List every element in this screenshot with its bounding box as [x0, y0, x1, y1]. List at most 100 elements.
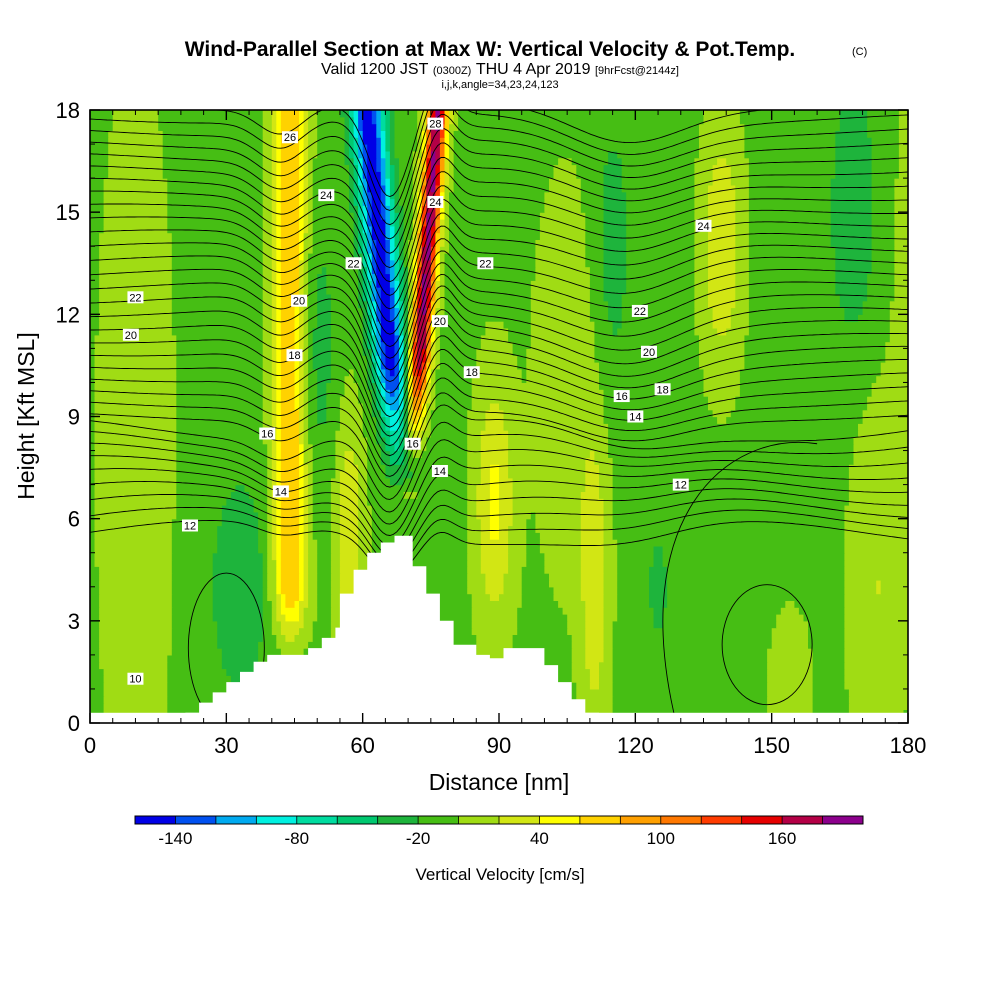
colorbar-tick-label: 160: [768, 829, 796, 848]
contour-label-text: 22: [129, 292, 141, 304]
theta-contour-line: [90, 273, 908, 394]
contour-label: 14: [627, 410, 644, 424]
contour-label-text: 18: [656, 384, 668, 396]
colorbar-swatch: [337, 816, 379, 824]
valid-utc: (0300Z): [433, 65, 472, 77]
contour-label-bg: [281, 131, 298, 144]
contour-label: 14: [272, 485, 289, 498]
contour-label-text: 22: [479, 258, 491, 270]
contour-label-text: 20: [643, 347, 655, 359]
colorbar-swatch: [782, 816, 824, 824]
colorbar-swatch: [660, 816, 702, 824]
contour-label: 22: [631, 304, 648, 318]
theta-contour-line: [90, 285, 908, 406]
contour-label-text: 14: [275, 486, 287, 498]
theta-contour-line: [90, 262, 908, 382]
contour-label: 20: [640, 345, 657, 359]
theta-contour-line: [90, 506, 908, 572]
colorbar-swatch: [215, 816, 257, 824]
valid-date: THU 4 Apr 2019: [476, 61, 591, 78]
y-axis-label: Height [Kft MSL]: [13, 332, 39, 499]
contour-label-text: 22: [634, 306, 646, 318]
contour-label: 24: [427, 195, 444, 209]
theta-contour-line: [90, 238, 908, 359]
theta-contour-line: [90, 421, 908, 513]
colorbar-tick-label: -80: [284, 829, 309, 848]
theta-contour-line: [90, 171, 908, 296]
contour-label-bg: [613, 390, 630, 403]
theta-contour-line: [90, 225, 908, 347]
copyright-mark: (C): [852, 46, 867, 58]
colorbar-swatch: [822, 816, 864, 824]
colorbar-swatch: [256, 816, 298, 824]
y-tick-label: 15: [56, 200, 80, 225]
colorbar-swatch: [175, 816, 217, 824]
contour-label-text: 16: [616, 391, 628, 403]
contour-label: 22: [127, 291, 144, 304]
theta-closed-contour: [721, 584, 813, 706]
contour-label-text: 20: [293, 296, 305, 308]
theta-contour-line: [90, 520, 908, 578]
y-tick-label: 0: [68, 711, 80, 736]
y-tick-label: 18: [56, 98, 80, 123]
x-tick-label: 90: [487, 733, 511, 758]
valid-prefix: Valid 1200 JST: [321, 61, 429, 78]
colorbar-title: Vertical Velocity [cm/s]: [415, 865, 584, 884]
theta-contour-line: [90, 363, 908, 467]
chart-title: Wind-Parallel Section at Max W: Vertical…: [185, 38, 796, 61]
contour-label: 20: [431, 315, 448, 328]
contour-label: 18: [654, 383, 671, 396]
theta-contour-line: [90, 199, 908, 323]
contour-label-bg: [427, 195, 444, 208]
x-tick-label: 120: [617, 733, 654, 758]
contour-label-bg: [272, 485, 289, 498]
y-tick-label: 3: [68, 609, 80, 634]
theta-contour-line: [90, 335, 908, 447]
contour-label-bg: [427, 117, 444, 130]
theta-contour-line: [90, 377, 908, 477]
theta-contour-line: [90, 481, 908, 556]
colorbar-swatch: [296, 816, 338, 824]
contour-label: 18: [463, 366, 480, 379]
contour-label-bg: [181, 519, 198, 532]
contour-label: 10: [127, 672, 144, 686]
theta-contour-line: [90, 110, 908, 226]
contour-label-text: 20: [434, 316, 446, 328]
contour-label-bg: [672, 478, 689, 491]
theta-contour-line: [90, 309, 908, 428]
contour-label-bg: [463, 366, 480, 379]
contour-label-bg: [695, 219, 712, 232]
x-tick-label: 30: [214, 733, 238, 758]
contour-label: 16: [613, 390, 630, 403]
contour-label: 12: [672, 478, 689, 492]
theta-contour-line: [90, 114, 908, 240]
contour-label-text: 18: [288, 350, 300, 362]
colorbar-swatch: [741, 816, 783, 824]
contour-label: 12: [181, 519, 198, 532]
contour-label: 24: [695, 219, 712, 233]
contour-label-text: 22: [347, 258, 359, 270]
chart-indices: i,j,k,angle=34,23,24,123: [441, 79, 558, 91]
contour-label-bg: [122, 328, 139, 341]
contour-label-text: 20: [125, 330, 137, 342]
theta-contour-line: [90, 455, 908, 536]
y-axis: 0 3 6 9 12 15 18: [56, 98, 908, 736]
contour-label-bg: [259, 427, 276, 440]
x-axis: 0 30 60 90 120 150 180: [84, 110, 926, 758]
theta-contour-line: [90, 156, 908, 283]
contour-label-text: 14: [434, 466, 446, 478]
colorbar-swatch: [579, 816, 621, 824]
forecast-info: [9hrFcst@2144z]: [595, 65, 679, 77]
x-tick-label: 0: [84, 733, 96, 758]
contour-label: 28: [427, 117, 444, 131]
y-tick-label: 9: [68, 405, 80, 430]
contour-label-text: 12: [675, 480, 687, 492]
colorbar-tick-label: -20: [406, 829, 431, 848]
contour-label: 16: [404, 437, 421, 451]
theta-contour-line: [90, 142, 908, 268]
contour-label: 22: [345, 257, 362, 270]
colorbar-tick-label: -140: [158, 829, 192, 848]
terrain: [185, 535, 599, 723]
